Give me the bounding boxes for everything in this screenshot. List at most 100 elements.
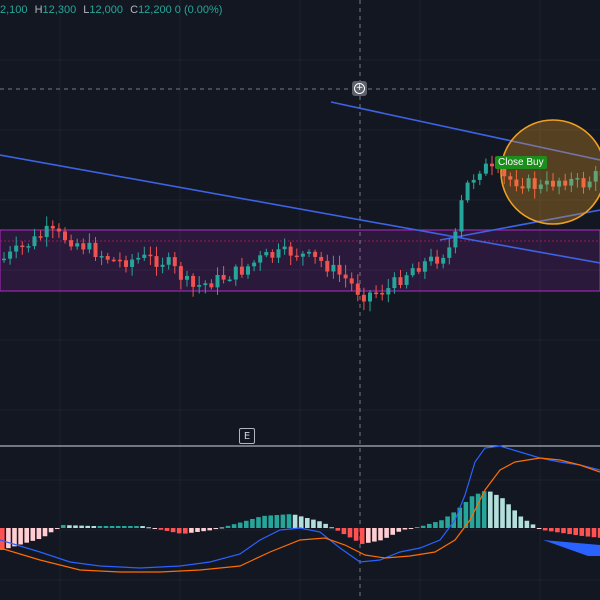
legend-change: 0 (0.00%) (174, 4, 223, 16)
candle-body (288, 246, 293, 256)
macd-histogram-bar (457, 507, 463, 528)
macd-histogram-bar (48, 528, 54, 533)
candle-body (331, 264, 336, 272)
candle-body (172, 257, 177, 267)
candle-body (410, 268, 415, 276)
candle-body (429, 256, 433, 262)
macd-histogram-bar (549, 528, 554, 532)
macd-histogram-bar (176, 528, 182, 534)
macd-histogram-bar (561, 528, 566, 534)
macd-histogram-bar (469, 496, 475, 528)
candle-body (392, 277, 397, 289)
macd-histogram (0, 491, 600, 550)
macd-histogram-bar (183, 528, 188, 534)
macd-histogram-bar (427, 523, 432, 528)
macd-histogram-bar (463, 501, 469, 528)
legend-open: 2,100 (0, 4, 28, 16)
macd-histogram-bar (585, 528, 591, 537)
candle-body (8, 251, 13, 259)
candle-body (368, 292, 372, 302)
candle-body (270, 252, 275, 258)
candle-body (374, 292, 379, 295)
macd-histogram-bar (524, 520, 530, 528)
highlight-circle[interactable] (500, 119, 600, 225)
legend-close: 12,200 (138, 4, 172, 16)
candle-body (252, 262, 257, 267)
macd-histogram-bar (146, 527, 151, 529)
legend-high: 12,300 (42, 4, 77, 16)
macd-histogram-bar (567, 528, 572, 535)
macd-histogram-bar (61, 525, 66, 528)
macd-histogram-bar (488, 491, 493, 528)
macd-histogram-bar (67, 525, 72, 528)
macd-histogram-bar (24, 528, 29, 543)
candle-body (178, 266, 183, 280)
macd-histogram-bar (152, 528, 158, 529)
macd-histogram-bar (18, 528, 23, 545)
macd-histogram-bar (347, 528, 353, 538)
macd-histogram-bar (384, 528, 389, 538)
candle-body (111, 259, 116, 262)
macd-histogram-bar (207, 528, 212, 531)
candle-body (50, 225, 55, 229)
macd-histogram-bar (481, 491, 487, 528)
candle-body (282, 246, 287, 250)
pane-marker-button[interactable]: E (239, 428, 255, 444)
trendline-long-down[interactable] (0, 154, 600, 264)
macd-histogram-bar (414, 527, 420, 529)
legend-low: 12,000 (89, 4, 124, 16)
macd-histogram-bar (433, 522, 438, 528)
candle-body (197, 285, 202, 287)
macd-histogram-bar (244, 520, 249, 528)
macd-histogram-bar (542, 528, 548, 531)
candle-body (246, 266, 250, 275)
crosshair-add-button[interactable]: + (352, 81, 367, 96)
macd-drawing-wedge[interactable] (543, 540, 600, 556)
trendline-upper[interactable] (330, 101, 600, 161)
trendline-rising[interactable] (439, 209, 600, 241)
macd-histogram-bar (494, 494, 499, 528)
macd-histogram-bar (396, 528, 402, 532)
macd-histogram-bar (225, 525, 231, 528)
macd-histogram-bar (512, 510, 517, 528)
candle-body (514, 179, 519, 187)
candle-body (569, 178, 574, 186)
candle-body (307, 251, 311, 254)
candle-body (69, 240, 74, 247)
candle-body (130, 259, 135, 267)
macd-histogram-bar (451, 512, 456, 528)
candle-body (551, 180, 555, 187)
macd-histogram-bar (530, 524, 536, 528)
candle-body (81, 243, 86, 250)
close-buy-label[interactable]: Close Buy (495, 156, 547, 169)
macd-histogram-bar (445, 516, 450, 528)
candle-body (538, 184, 543, 189)
candle-body (44, 225, 49, 237)
candle-body (398, 277, 403, 285)
candle-body (459, 200, 464, 232)
macd-histogram-bar (250, 518, 255, 528)
macd-histogram-bar (390, 528, 395, 535)
range-box[interactable] (0, 229, 600, 292)
macd-histogram-bar (305, 518, 310, 528)
macd-histogram-bar (54, 528, 60, 529)
macd-histogram-bar (329, 527, 334, 529)
macd-histogram-bar (353, 528, 359, 541)
macd-histogram-bar (73, 525, 78, 528)
macd-histogram-bar (97, 526, 103, 528)
macd-histogram-bar (439, 520, 444, 528)
macd-histogram-bar (30, 528, 36, 541)
macd-histogram-bar (555, 528, 560, 533)
candle-body (386, 288, 391, 295)
candle-body (441, 257, 446, 264)
macd-histogram-bar (262, 515, 267, 528)
macd-histogram-bar (268, 515, 273, 528)
macd-histogram-bar (85, 525, 90, 528)
candle-body (209, 283, 214, 288)
macd-histogram-bar (115, 526, 121, 528)
candle-body (160, 264, 165, 267)
candle-body (2, 258, 6, 261)
candle-body (148, 254, 153, 257)
